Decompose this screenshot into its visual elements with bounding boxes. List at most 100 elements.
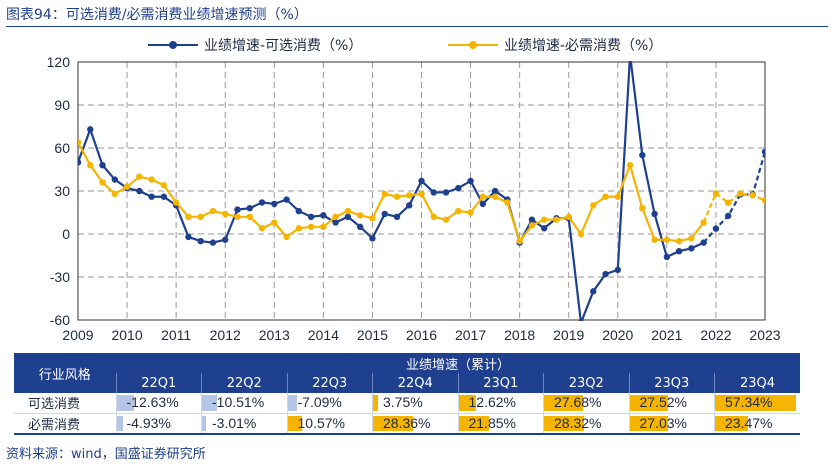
data-point-staples <box>504 199 511 206</box>
cell-value: 23.47% <box>725 414 773 431</box>
data-point-discretionary <box>479 200 487 208</box>
x-tick-label: 2010 <box>111 327 142 343</box>
cell-value: 57.34% <box>725 394 773 411</box>
data-point-staples <box>455 207 462 215</box>
data-point-discretionary <box>356 223 364 231</box>
data-point-discretionary <box>406 202 413 209</box>
table-body: 可选消费 -12.63% -10.51% -7.09% 3.75% 12.62% 27.68… <box>14 393 800 435</box>
value-bar <box>458 415 490 431</box>
data-point-staples <box>172 199 180 206</box>
cell-value: -7.09% <box>297 394 342 411</box>
data-point-staples <box>234 213 241 220</box>
data-point-staples <box>283 233 290 241</box>
data-point-discretionary <box>590 288 597 295</box>
data-point-staples <box>258 225 266 232</box>
y-tick-label: 120 <box>47 54 71 70</box>
legend: 业绩增速-可选消费（%） 业绩增速-必需消费（%） <box>148 38 662 54</box>
table-cell: 28.32% <box>543 413 629 435</box>
series-forecast-line-discretionary <box>702 151 765 244</box>
title-rule <box>6 26 828 27</box>
data-point-discretionary <box>258 199 266 206</box>
data-point-discretionary <box>639 151 646 159</box>
table-cell: 3.75% <box>372 393 458 414</box>
data-point-staples <box>369 215 376 222</box>
table-row: 可选消费 -12.63% -10.51% -7.09% 3.75% 12.62% 27.68… <box>14 393 800 414</box>
y-tick-label: -30 <box>50 269 70 285</box>
data-point-staples <box>688 235 695 242</box>
quarter-header: 22Q2 <box>201 373 287 393</box>
legend-marker-staples <box>469 41 477 49</box>
cell-value: 27.52% <box>639 394 687 411</box>
plot-frame <box>77 61 766 321</box>
cell-value: -10.51% <box>212 394 265 411</box>
value-bar <box>202 395 217 411</box>
data-point-staples <box>111 190 119 198</box>
cell-value: 27.68% <box>554 394 602 411</box>
data-point-staples <box>185 213 192 220</box>
data-point-staples <box>381 190 388 198</box>
data-point-staples <box>565 213 572 220</box>
legend-label-discretionary: 业绩增速-可选消费（%） <box>204 38 362 54</box>
data-point-staples <box>332 213 339 220</box>
table-group-header: 业绩增速（累计） <box>116 353 800 373</box>
x-tick-label: 2022 <box>700 327 731 343</box>
data-point-staples <box>516 237 523 245</box>
cell-value: -4.93% <box>126 414 171 431</box>
series-forecast-line-staples <box>702 191 765 223</box>
data-point-discretionary <box>675 248 683 255</box>
data-point-staples <box>614 193 621 200</box>
data-point-discretionary <box>295 207 303 215</box>
data-point-discretionary <box>197 237 204 245</box>
data-point-staples <box>393 193 401 200</box>
data-point-staples <box>675 237 683 245</box>
value-bar <box>373 395 379 411</box>
data-point-staples <box>123 183 131 190</box>
series-line-staples <box>78 141 705 244</box>
quarter-header: 22Q4 <box>372 373 458 393</box>
value-bar <box>287 395 298 411</box>
data-point-discretionary <box>418 177 425 185</box>
data-point-staples <box>136 173 143 180</box>
table-cell: 27.52% <box>628 393 715 414</box>
forecast-point-discretionary <box>724 212 732 220</box>
data-point-staples <box>197 213 204 220</box>
quarter-header: 23Q1 <box>457 373 544 393</box>
y-tick-label: 90 <box>54 97 70 113</box>
data-point-discretionary <box>614 266 621 274</box>
x-tick-label: 2011 <box>161 327 191 343</box>
value-bar <box>116 415 124 431</box>
data-point-staples <box>271 219 278 226</box>
data-point-staples <box>209 207 217 215</box>
data-point-discretionary <box>369 235 376 242</box>
data-point-staples <box>700 219 707 226</box>
forecast-point-discretionary <box>761 148 765 156</box>
x-tick-label: 2012 <box>210 327 241 343</box>
data-point-staples <box>99 179 106 186</box>
cell-value: -12.63% <box>126 394 179 411</box>
data-point-staples <box>344 207 352 215</box>
value-bar <box>116 395 135 411</box>
value-bar <box>202 415 207 431</box>
data-point-discretionary <box>700 239 707 246</box>
cell-value: 12.62% <box>468 394 516 411</box>
data-point-discretionary <box>663 253 671 261</box>
data-point-discretionary <box>688 245 695 252</box>
series-group <box>78 61 765 321</box>
x-tick-label: 2019 <box>553 327 584 343</box>
data-point-discretionary <box>332 219 339 226</box>
data-point-discretionary <box>99 162 106 169</box>
legend-label-staples: 业绩增速-必需消费（%） <box>504 38 662 54</box>
value-bar <box>715 415 749 431</box>
data-point-staples <box>442 216 450 223</box>
cell-value: 21.85% <box>468 414 516 431</box>
x-tick-label: 2014 <box>308 327 339 343</box>
table-cell: 27.68% <box>543 393 629 414</box>
value-bar <box>458 395 477 411</box>
data-point-staples <box>626 162 634 169</box>
data-point-staples <box>602 193 609 200</box>
data-point-staples <box>590 202 597 209</box>
data-point-staples <box>320 223 327 231</box>
data-point-discretionary <box>87 126 94 133</box>
data-point-discretionary <box>111 176 119 183</box>
forecast-point-staples <box>761 197 765 204</box>
